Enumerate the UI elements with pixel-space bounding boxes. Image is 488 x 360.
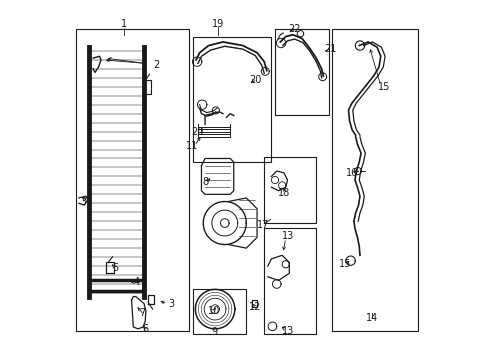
Text: 18: 18 — [277, 188, 289, 198]
Text: 3: 3 — [81, 197, 87, 207]
Text: 2: 2 — [153, 60, 160, 70]
Bar — [264, 228, 316, 334]
Bar — [274, 30, 328, 116]
Text: 9: 9 — [210, 327, 217, 337]
Text: 17: 17 — [257, 220, 269, 230]
Text: 13: 13 — [282, 325, 294, 336]
Text: 5: 5 — [112, 263, 118, 273]
Text: 12: 12 — [248, 302, 261, 312]
Bar — [264, 157, 316, 223]
Text: 8: 8 — [202, 177, 208, 187]
Bar — [332, 30, 418, 330]
Text: 20: 20 — [191, 127, 203, 136]
Text: 16: 16 — [345, 168, 358, 178]
Bar — [192, 289, 246, 334]
Bar — [192, 37, 271, 162]
Text: 10: 10 — [207, 306, 220, 316]
Text: 3: 3 — [167, 299, 174, 309]
Text: 4: 4 — [134, 277, 140, 287]
Text: 15: 15 — [377, 82, 390, 92]
Text: 14: 14 — [365, 313, 377, 323]
Bar — [76, 30, 188, 330]
Text: 13: 13 — [282, 231, 294, 240]
Text: 7: 7 — [139, 309, 145, 318]
Text: 15: 15 — [339, 259, 351, 269]
Text: 22: 22 — [288, 24, 300, 35]
Text: 6: 6 — [142, 324, 149, 334]
Text: 20: 20 — [248, 75, 261, 85]
Text: 11: 11 — [186, 141, 198, 151]
Text: 21: 21 — [324, 44, 336, 54]
Text: 19: 19 — [212, 19, 224, 29]
Text: 1: 1 — [121, 19, 127, 29]
